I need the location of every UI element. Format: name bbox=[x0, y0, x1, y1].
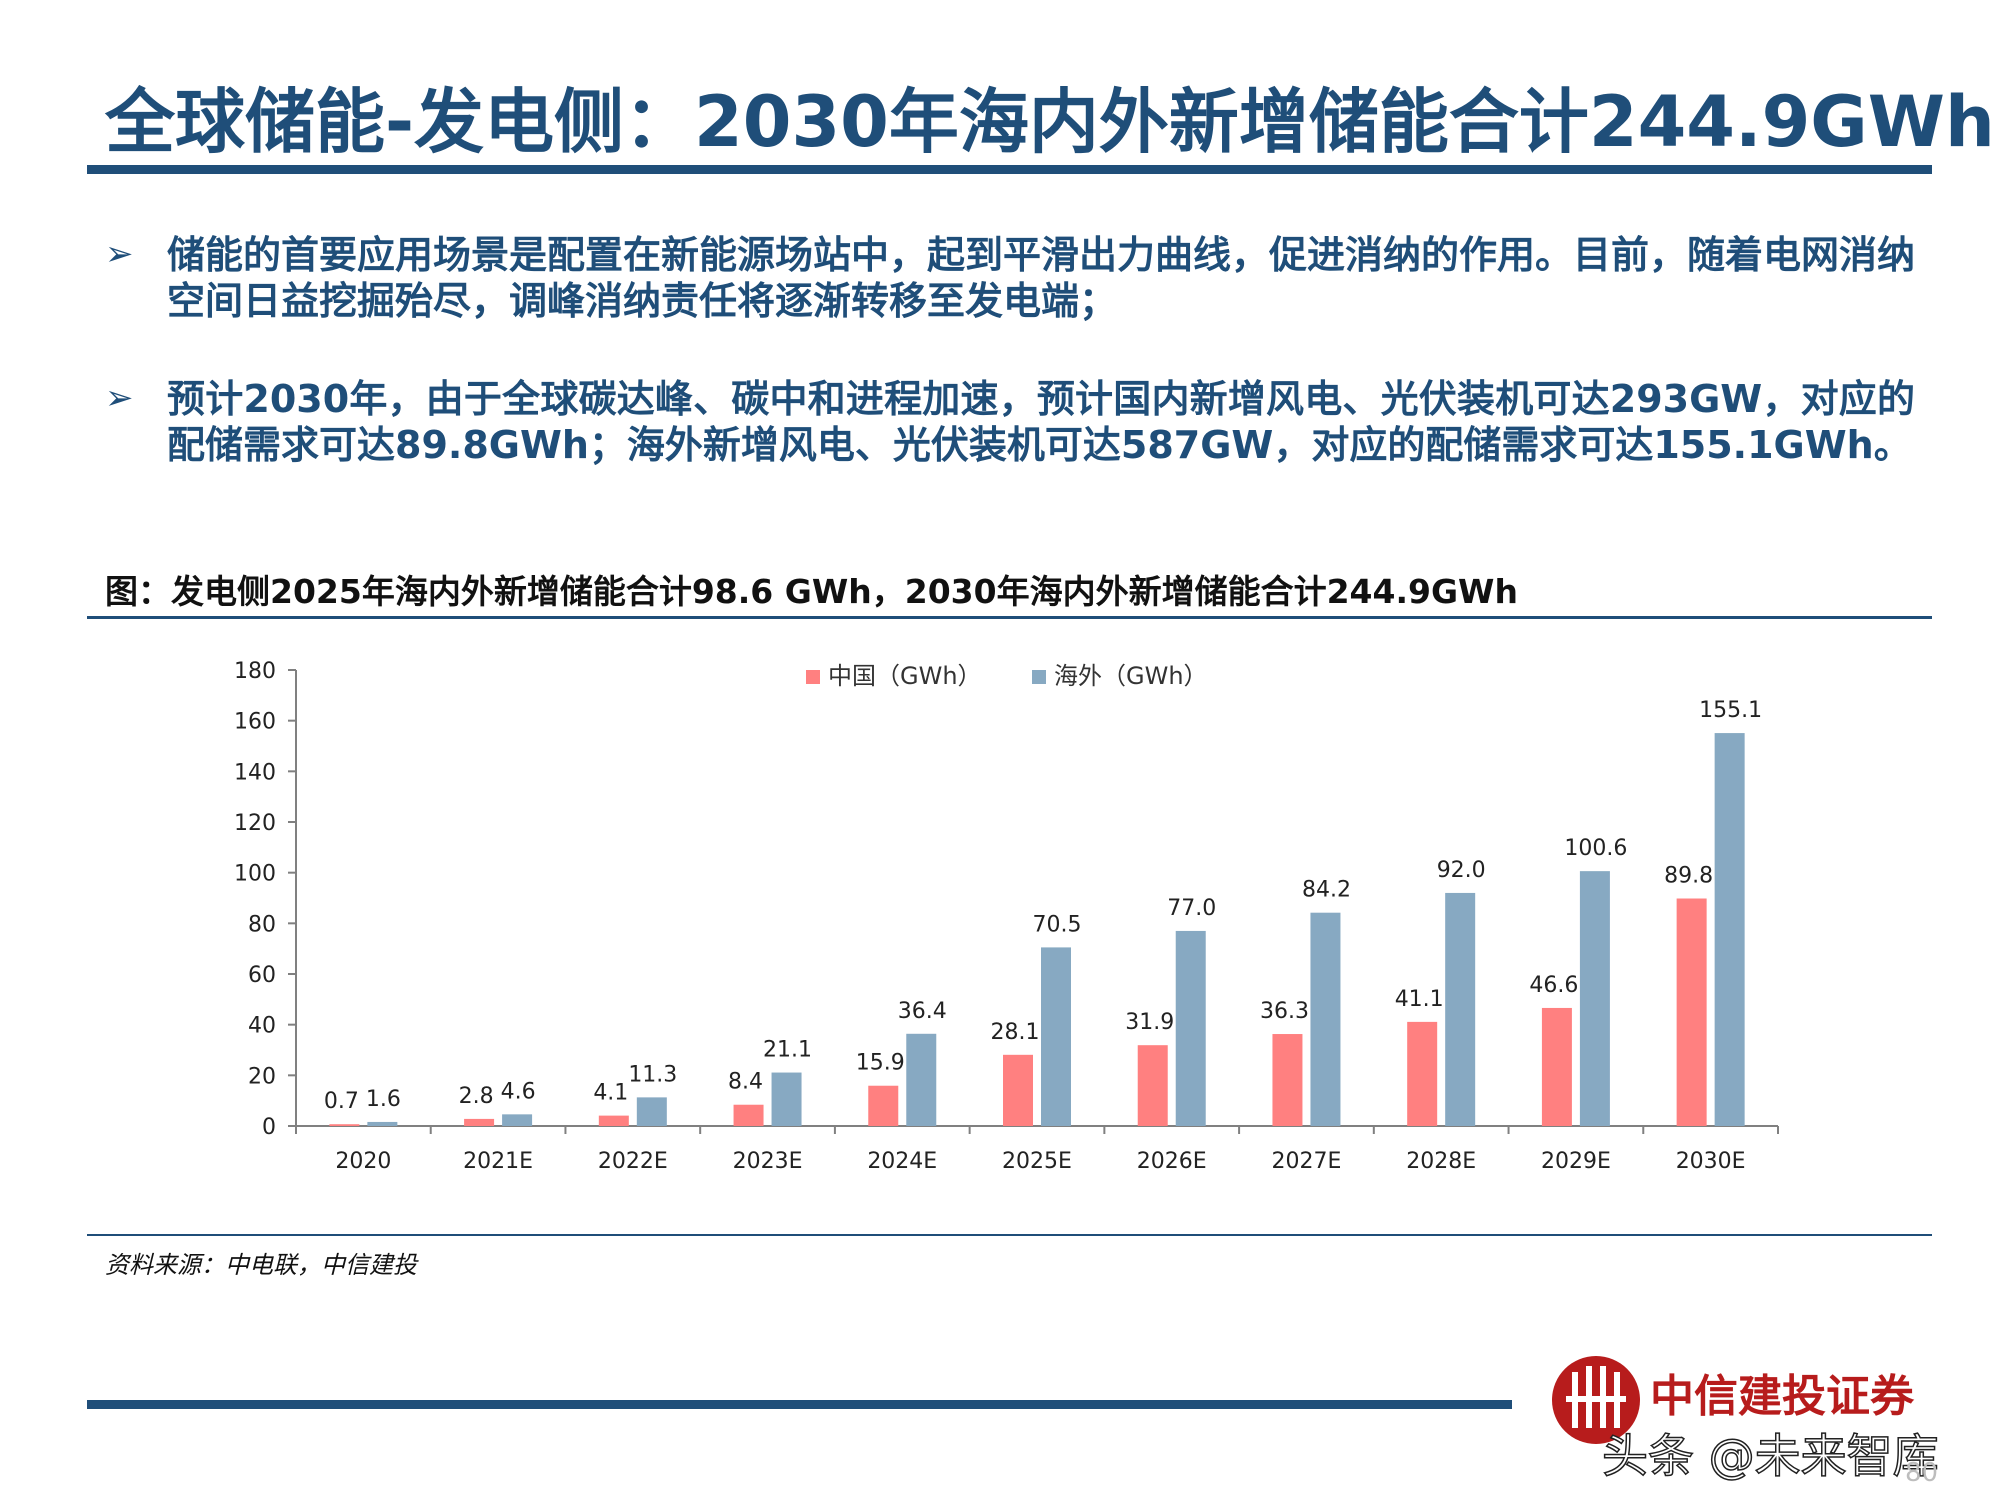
data-label: 100.6 bbox=[1564, 836, 1627, 861]
bar-china bbox=[1676, 898, 1707, 1126]
footer-divider bbox=[87, 1400, 1512, 1409]
y-tick-label: 100 bbox=[234, 862, 276, 887]
bar-overseas bbox=[1310, 912, 1341, 1126]
page-number: 80 bbox=[1905, 1458, 1939, 1488]
bar-overseas bbox=[1714, 733, 1745, 1126]
bar-china bbox=[1541, 1007, 1572, 1126]
data-label: 4.1 bbox=[593, 1081, 628, 1106]
data-label: 92.0 bbox=[1437, 858, 1486, 883]
data-label: 0.7 bbox=[324, 1089, 359, 1114]
y-tick-label: 180 bbox=[234, 659, 276, 684]
bar-china bbox=[868, 1085, 899, 1126]
figure-caption: 图：发电侧2025年海内外新增储能合计98.6 GWh，2030年海内外新增储能… bbox=[105, 572, 1518, 611]
caption-divider bbox=[87, 616, 1932, 619]
y-tick-label: 60 bbox=[248, 963, 276, 988]
bar-overseas bbox=[636, 1097, 667, 1126]
y-tick-label: 0 bbox=[262, 1115, 276, 1140]
x-tick-label: 2023E bbox=[733, 1149, 803, 1174]
data-label: 21.1 bbox=[763, 1038, 812, 1063]
data-label: 8.4 bbox=[728, 1070, 763, 1095]
bullet-item: ➢ 储能的首要应用场景是配置在新能源场站中，起到平滑出力曲线，促进消纳的作用。目… bbox=[105, 232, 1915, 324]
bullet-text: 预计2030年，由于全球碳达峰、碳中和进程加速，预计国内新增风电、光伏装机可达2… bbox=[167, 377, 1915, 467]
x-tick-label: 2025E bbox=[1002, 1149, 1072, 1174]
slide-title: 全球储能-发电侧：2030年海内外新增储能合计244.9GWh bbox=[105, 81, 1995, 163]
company-logo-text: 中信建投证券 bbox=[1650, 1371, 1914, 1422]
x-tick-label: 2028E bbox=[1406, 1149, 1476, 1174]
source-note: 资料来源：中电联，中信建投 bbox=[105, 1251, 417, 1279]
data-label: 31.9 bbox=[1125, 1010, 1174, 1035]
citic-logo-icon bbox=[1552, 1356, 1640, 1444]
data-label: 36.3 bbox=[1260, 999, 1309, 1024]
y-tick-label: 40 bbox=[248, 1014, 276, 1039]
bar-china bbox=[1272, 1034, 1303, 1126]
x-tick-label: 2030E bbox=[1676, 1149, 1746, 1174]
bar-china bbox=[464, 1118, 495, 1126]
data-label: 46.6 bbox=[1529, 973, 1578, 998]
bar-chart: 0 20 40 60 80 100 120 140 160 180 2020 2021E 2022E 20… bbox=[234, 659, 1779, 1174]
y-tick-label: 160 bbox=[234, 710, 276, 735]
bullet-text: 储能的首要应用场景是配置在新能源场站中，起到平滑出力曲线，促进消纳的作用。目前，… bbox=[167, 233, 1916, 323]
y-tick-label: 20 bbox=[248, 1064, 276, 1089]
data-label: 15.9 bbox=[856, 1051, 905, 1076]
x-tick-label: 2029E bbox=[1541, 1149, 1611, 1174]
x-tick-label: 2027E bbox=[1272, 1149, 1342, 1174]
y-tick-label: 80 bbox=[248, 912, 276, 937]
x-tick-label: 2022E bbox=[598, 1149, 668, 1174]
data-label: 89.8 bbox=[1664, 864, 1713, 889]
data-label: 77.0 bbox=[1167, 896, 1216, 921]
data-label: 41.1 bbox=[1395, 987, 1444, 1012]
source-divider bbox=[87, 1234, 1932, 1236]
data-label: 36.4 bbox=[898, 999, 947, 1024]
title-divider bbox=[87, 165, 1932, 174]
bar-overseas bbox=[367, 1121, 398, 1126]
bar-overseas bbox=[1041, 947, 1071, 1126]
data-label: 2.8 bbox=[459, 1084, 494, 1109]
watermark: 头条 @未来智库 bbox=[1601, 1428, 1939, 1484]
data-label: 155.1 bbox=[1699, 698, 1762, 723]
bar-overseas bbox=[1445, 892, 1476, 1126]
bar-china bbox=[1137, 1045, 1168, 1126]
arrow-bullet-icon: ➢ bbox=[105, 234, 134, 274]
bullet-item: ➢ 预计2030年，由于全球碳达峰、碳中和进程加速，预计国内新增风电、光伏装机可… bbox=[105, 376, 1915, 468]
bar-china bbox=[733, 1104, 764, 1126]
data-label: 1.6 bbox=[366, 1087, 401, 1112]
bar-overseas bbox=[1175, 930, 1206, 1126]
data-label: 28.1 bbox=[991, 1020, 1040, 1045]
arrow-bullet-icon: ➢ bbox=[105, 378, 134, 418]
y-tick-label: 120 bbox=[234, 811, 276, 836]
data-label: 70.5 bbox=[1033, 912, 1082, 937]
bar-overseas bbox=[771, 1072, 802, 1126]
bullet-list: ➢ 储能的首要应用场景是配置在新能源场站中，起到平滑出力曲线，促进消纳的作用。目… bbox=[105, 232, 1915, 520]
y-tick-label: 140 bbox=[234, 760, 276, 785]
bar-overseas bbox=[906, 1033, 937, 1126]
data-label: 4.6 bbox=[501, 1079, 536, 1104]
data-label: 84.2 bbox=[1302, 878, 1351, 903]
legend-swatch bbox=[1032, 670, 1046, 684]
bar-china bbox=[1003, 1054, 1033, 1126]
legend-swatch bbox=[806, 670, 820, 684]
bar-overseas bbox=[502, 1114, 533, 1126]
legend-label: 海外（GWh） bbox=[1054, 662, 1208, 690]
legend-label: 中国（GWh） bbox=[828, 662, 982, 690]
bar-china bbox=[1407, 1021, 1438, 1126]
x-tick-label: 2021E bbox=[463, 1149, 533, 1174]
bar-china bbox=[329, 1124, 360, 1126]
data-label: 11.3 bbox=[628, 1062, 677, 1087]
x-tick-label: 2026E bbox=[1137, 1149, 1207, 1174]
bar-china bbox=[598, 1115, 629, 1126]
x-tick-label: 2024E bbox=[867, 1149, 937, 1174]
bar-overseas bbox=[1579, 871, 1610, 1126]
x-tick-label: 2020 bbox=[335, 1149, 391, 1174]
